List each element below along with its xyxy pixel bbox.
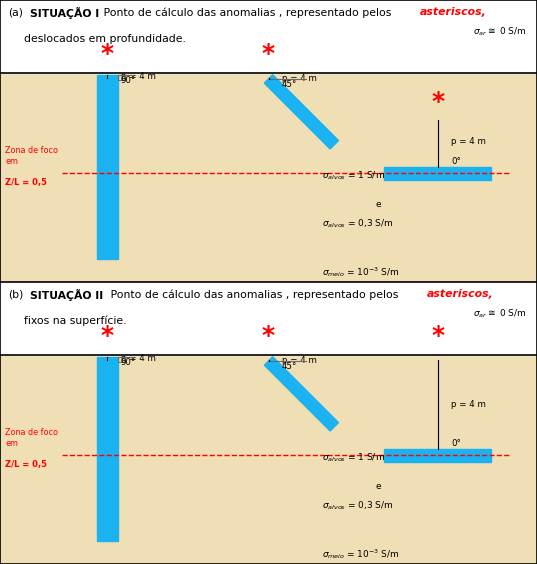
Text: 0°: 0° — [451, 439, 461, 448]
Text: p = 4 m: p = 4 m — [121, 72, 156, 81]
Bar — [384, 167, 491, 180]
Text: Ponto de cálculo das anomalias , representado pelos: Ponto de cálculo das anomalias , represe… — [100, 7, 395, 17]
Bar — [0, 282, 537, 355]
Text: 45°: 45° — [282, 81, 297, 89]
Bar — [0, 355, 537, 564]
Bar — [384, 449, 491, 462]
Text: *: * — [101, 42, 114, 66]
Bar — [0, 73, 537, 282]
Text: SITUAÇÃO II: SITUAÇÃO II — [30, 289, 103, 301]
Polygon shape — [264, 75, 338, 149]
Polygon shape — [264, 357, 338, 431]
Text: e: e — [376, 200, 381, 209]
Bar — [118, 75, 125, 80]
Text: $\sigma_{ar} \cong$ 0 S/m: $\sigma_{ar} \cong$ 0 S/m — [473, 25, 526, 38]
Text: Zona de foco
em: Zona de foco em — [5, 428, 59, 448]
Text: $\sigma_{alvos}$ = 1 S/m: $\sigma_{alvos}$ = 1 S/m — [322, 451, 385, 464]
Text: p = 4 m: p = 4 m — [451, 137, 486, 146]
Text: (b): (b) — [8, 289, 24, 299]
Text: *: * — [101, 324, 114, 349]
Text: e: e — [376, 482, 381, 491]
Text: deslocados em profundidade.: deslocados em profundidade. — [24, 34, 186, 44]
Text: asteriscos,: asteriscos, — [427, 289, 494, 299]
Text: $\sigma_{alvos}$ = 0,3 S/m: $\sigma_{alvos}$ = 0,3 S/m — [322, 217, 394, 230]
Text: Z/L = 0,5: Z/L = 0,5 — [5, 178, 47, 187]
Text: 0°: 0° — [451, 157, 461, 166]
Text: $\sigma_{alvos}$ = 1 S/m: $\sigma_{alvos}$ = 1 S/m — [322, 169, 385, 182]
Text: $\sigma_{alvos}$ = 0,3 S/m: $\sigma_{alvos}$ = 0,3 S/m — [322, 499, 394, 512]
Text: *: * — [262, 324, 275, 349]
Text: asteriscos,: asteriscos, — [420, 7, 487, 17]
Text: p = 4 m: p = 4 m — [282, 74, 317, 83]
Text: Zona de foco
em: Zona de foco em — [5, 146, 59, 166]
Bar — [0, 0, 537, 73]
Bar — [97, 75, 118, 259]
Text: SITUAÇÃO I: SITUAÇÃO I — [30, 7, 99, 19]
Text: fixos na superfície.: fixos na superfície. — [24, 316, 127, 327]
Text: p = 4 m: p = 4 m — [451, 400, 486, 409]
Text: $\sigma_{meio}$ = 10$^{-3}$ S/m: $\sigma_{meio}$ = 10$^{-3}$ S/m — [322, 547, 400, 561]
Text: (a): (a) — [8, 7, 23, 17]
Text: p = 4 m: p = 4 m — [121, 354, 156, 363]
Text: *: * — [431, 324, 444, 349]
Text: 90°: 90° — [121, 76, 136, 85]
Text: 45°: 45° — [282, 363, 297, 371]
Text: Ponto de cálculo das anomalias , representado pelos: Ponto de cálculo das anomalias , represe… — [107, 289, 402, 299]
Text: 90°: 90° — [121, 358, 136, 367]
Text: $\sigma_{meio}$ = 10$^{-3}$ S/m: $\sigma_{meio}$ = 10$^{-3}$ S/m — [322, 265, 400, 279]
Bar — [97, 357, 118, 541]
Text: $\sigma_{ar} \cong$ 0 S/m: $\sigma_{ar} \cong$ 0 S/m — [473, 307, 526, 320]
Text: Z/L = 0,5: Z/L = 0,5 — [5, 460, 47, 469]
Text: p = 4 m: p = 4 m — [282, 356, 317, 365]
Text: *: * — [262, 42, 275, 66]
Bar — [118, 357, 125, 362]
Text: *: * — [431, 90, 444, 114]
